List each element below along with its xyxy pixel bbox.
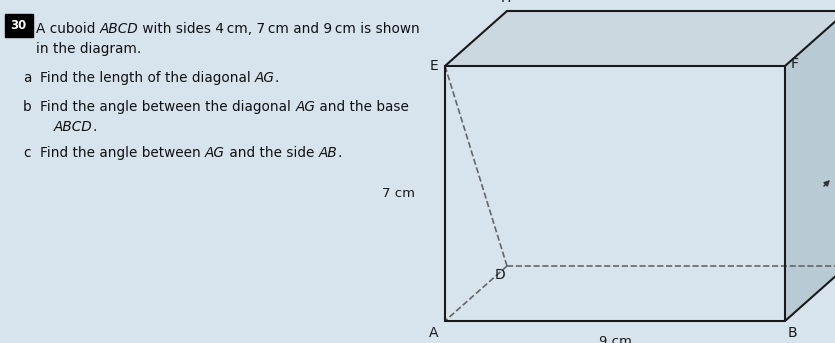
Text: and the base: and the base [315, 100, 409, 114]
Text: a: a [23, 71, 32, 85]
Text: with sides 4 cm, 7 cm and 9 cm is shown: with sides 4 cm, 7 cm and 9 cm is shown [139, 22, 420, 36]
Text: B: B [788, 326, 797, 340]
Text: c: c [23, 146, 31, 160]
Text: ABCD: ABCD [99, 22, 139, 36]
Text: H: H [501, 0, 511, 5]
Text: in the diagram.: in the diagram. [36, 42, 141, 56]
Polygon shape [445, 66, 785, 321]
Text: b: b [23, 100, 32, 114]
Text: 9 cm: 9 cm [599, 335, 631, 343]
Text: .: . [93, 120, 97, 134]
Text: Find the length of the diagonal: Find the length of the diagonal [40, 71, 256, 85]
Text: A: A [428, 326, 438, 340]
Text: Find the angle between the diagonal: Find the angle between the diagonal [40, 100, 296, 114]
Text: 7 cm: 7 cm [382, 187, 415, 200]
Text: A cuboid: A cuboid [36, 22, 99, 36]
Text: .: . [275, 71, 280, 85]
Text: AG: AG [296, 100, 315, 114]
Text: E: E [429, 59, 438, 73]
Polygon shape [785, 11, 835, 321]
Text: Find the angle between: Find the angle between [40, 146, 205, 160]
Text: AB: AB [319, 146, 337, 160]
Polygon shape [445, 11, 835, 66]
Text: ABCD: ABCD [54, 120, 93, 134]
Text: 30: 30 [11, 19, 27, 32]
Text: AG: AG [205, 146, 225, 160]
Text: D: D [494, 268, 505, 282]
Text: F: F [791, 57, 799, 71]
Text: and the side: and the side [225, 146, 319, 160]
Text: .: . [337, 146, 342, 160]
Text: AG: AG [256, 71, 275, 85]
FancyBboxPatch shape [5, 13, 33, 37]
